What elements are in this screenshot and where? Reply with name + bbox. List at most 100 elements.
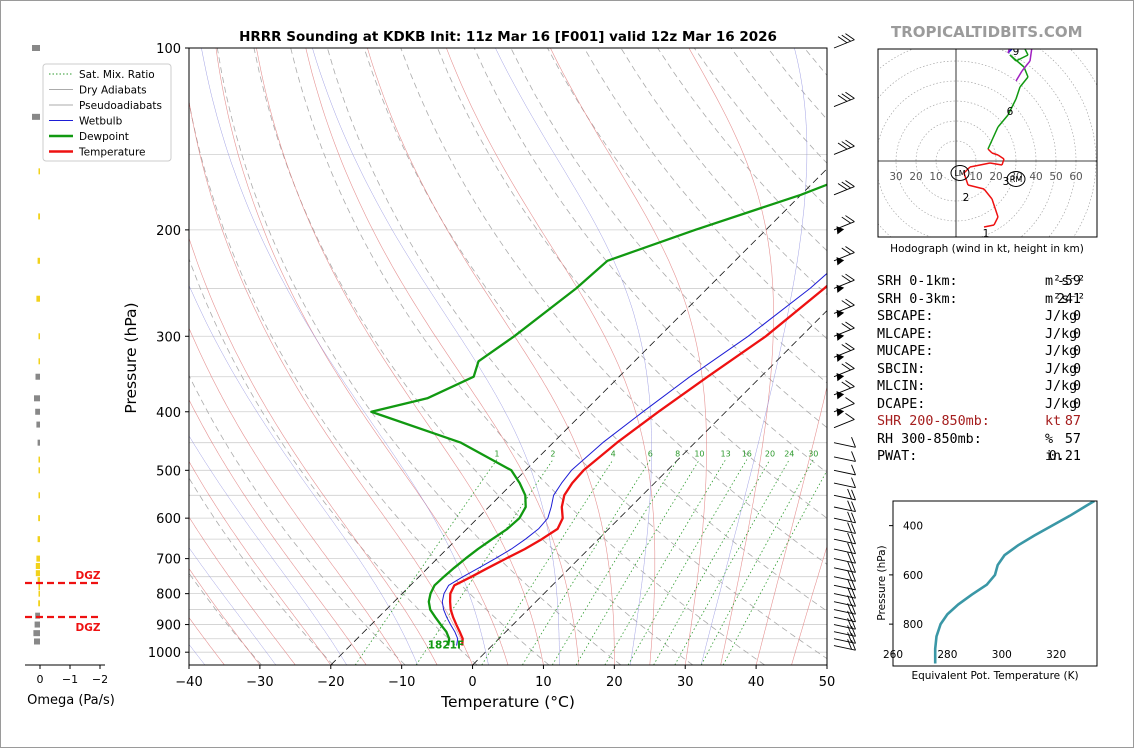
legend: Sat. Mix. Ratio Dry Adiabats Pseudoadiabat… [42, 63, 172, 162]
parameter-row: MUCAPE: 0 J/kg [877, 343, 1117, 361]
wind-barb [833, 522, 856, 534]
parameter-row: SRH 0-1km: -59 m²s⁻² [877, 273, 1117, 291]
hodograph-segment [1016, 29, 1026, 35]
hodograph-segment [1001, 158, 1005, 166]
barb-shaft [833, 645, 856, 651]
wind-barb [833, 552, 856, 564]
parameter-label: SBCIN: [877, 361, 926, 377]
parameter-row: PWAT: 0.21 in [877, 448, 1117, 466]
hodograph-segment [993, 216, 999, 226]
barb-flag [847, 610, 853, 622]
plot-frame [188, 47, 828, 666]
wind-barb [833, 488, 856, 501]
barb-flag [851, 562, 856, 573]
mixing-ratio-label: 6 [648, 450, 653, 459]
barb-shaft [833, 145, 855, 155]
barb-flag [851, 543, 856, 554]
barb-flag [851, 451, 856, 462]
legend-box [42, 63, 172, 162]
wind-barbs [833, 33, 856, 651]
barb-pennant [836, 284, 845, 293]
barb-flag [845, 215, 855, 223]
parameter-row: SHR 200-850mb: 87 kt [877, 413, 1117, 431]
barb-shaft [833, 528, 856, 534]
moist-adiabat [550, 48, 707, 665]
barb-flag [845, 33, 855, 41]
dry-adiabat [189, 477, 334, 665]
parameter-value: 0 [1072, 344, 1081, 359]
parameter-label: SBCAPE: [877, 309, 934, 324]
hodograph-height-label: 1 [983, 228, 990, 240]
parameter-unit: J/kg [1045, 361, 1078, 377]
dry-adiabat [583, 48, 827, 340]
skewt-diagram: 1 2 4 6 8 10 13 16 20 24 30 361821F1002003004005006… [122, 42, 836, 711]
dry-adiabat [547, 48, 827, 384]
theta-e-area [933, 501, 1095, 664]
wind-barb [833, 464, 856, 476]
parameter-value: -59 [1056, 274, 1081, 289]
barb-flag [847, 595, 853, 606]
theta-y-axis-label: Pressure (hPa) [876, 545, 888, 620]
storm-motion-marker [1006, 171, 1026, 187]
legend-entry: Sat. Mix. Ratio [79, 69, 155, 81]
parameter-unit: kt [1045, 414, 1062, 429]
x-tick-label: 50 [819, 675, 836, 690]
plot-area: 1 2 4 6 8 10 13 16 20 24 30 36 [189, 48, 827, 665]
barb-flag [841, 275, 851, 283]
theta-y-tick-label: 800 [903, 619, 923, 631]
barb-shaft [833, 186, 855, 196]
barb-flag [851, 552, 856, 564]
barb-pennant [836, 391, 845, 400]
omega-bar [38, 600, 40, 607]
omega-bar [36, 295, 40, 302]
barb-pennant [836, 373, 845, 382]
parameter-label: DCAPE: [877, 396, 926, 412]
parameter-value: 87 [1064, 414, 1081, 429]
moist-adiabat [256, 48, 544, 665]
barb-flag [851, 477, 856, 488]
hodograph-segment [991, 152, 999, 156]
hodograph-segment [1024, 49, 1029, 56]
dry-adiabat [216, 48, 622, 665]
hodograph-segment [991, 198, 999, 218]
barb-flag [851, 523, 856, 534]
barb-flag [845, 273, 855, 281]
dry-adiabat [510, 48, 827, 429]
barb-flag [851, 579, 856, 591]
mixing-ratio-label: 4 [611, 450, 616, 459]
barb-flag [841, 141, 851, 149]
hodograph-segment [987, 126, 999, 150]
parameter-row: MLCIN: 0 J/kg [877, 378, 1117, 396]
hodograph-ring-label: 40 [1029, 171, 1042, 183]
omega-bar [38, 168, 40, 175]
hodograph-area: 30 20 10 10 20 30 40 50 60 1 2 3 6 9 LM RM [878, 29, 1097, 240]
barb-shaft [833, 469, 856, 476]
hodograph-frame [877, 48, 1098, 238]
omega-bar [33, 630, 40, 637]
mixing-ratio-line [722, 469, 827, 665]
parameter-value: 0.21 [1048, 449, 1081, 464]
theta-x-tick-label: 320 [1046, 649, 1066, 661]
barb-flag [841, 34, 851, 42]
theta-x-tick-label: 280 [937, 649, 957, 661]
mixing-ratio-line [551, 459, 679, 665]
parameter-label: RH 300-850mb: [877, 431, 982, 447]
dry-adiabat [437, 48, 827, 519]
hodograph-ring-label: 10 [929, 171, 942, 183]
theta-e-panel: 400 600 800 260 280 300 320 Equivalent Pot. Tem… [876, 500, 1098, 682]
wind-barb [833, 361, 855, 382]
barb-flag [845, 139, 855, 147]
hodograph-segment [1015, 86, 1021, 100]
theta-x-tick-label: 300 [992, 649, 1012, 661]
barb-flag [851, 512, 856, 523]
hodograph-ring-label: 60 [1069, 171, 1082, 183]
barb-flag [851, 587, 856, 599]
mixing-ratio-line [674, 459, 790, 665]
barb-flag [847, 570, 853, 581]
omega-bar [38, 590, 40, 597]
reference-curve [201, 48, 489, 665]
wind-barb [833, 639, 856, 651]
hodograph-segment [983, 224, 995, 228]
mixing-ratio-label: 13 [721, 450, 731, 459]
theta-y-tick-label: 600 [903, 570, 923, 582]
